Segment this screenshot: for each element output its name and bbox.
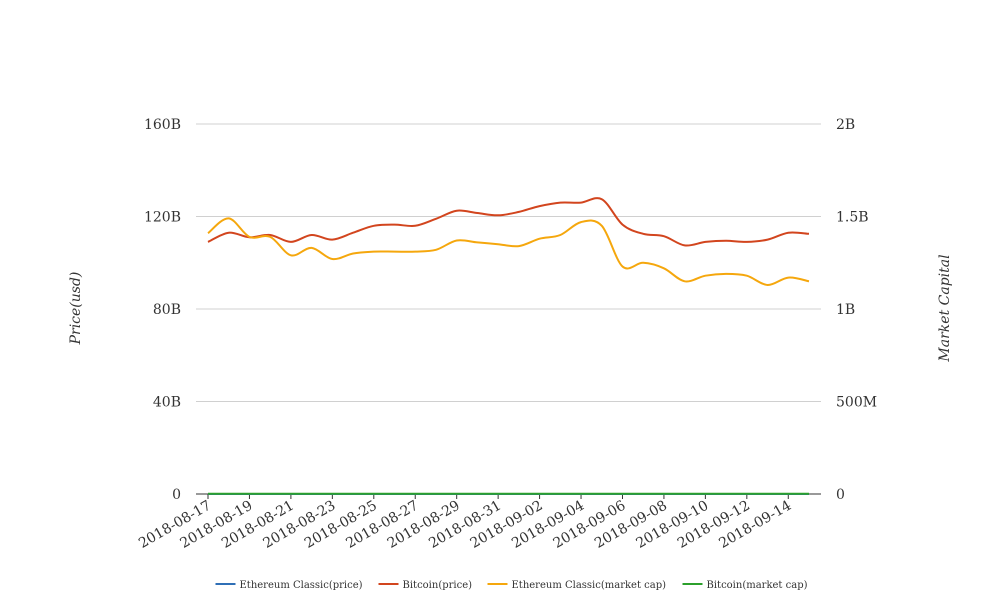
y2-tick-label: 2B bbox=[836, 117, 855, 133]
y-tick-label: 40B bbox=[153, 395, 181, 411]
legend-label: Ethereum Classic(market cap) bbox=[512, 580, 667, 591]
right-y-axis: 0 500M 1B 1.5B 2B bbox=[836, 117, 877, 503]
ethereum-classic-market-cap-line bbox=[207, 217, 810, 286]
y2-tick-label: 1B bbox=[836, 302, 855, 318]
left-y-axis: 0 40B 80B 120B 160B bbox=[144, 117, 181, 503]
y-tick-label: 0 bbox=[172, 487, 181, 503]
series-lines bbox=[207, 197, 810, 495]
left-y-axis-title: Price(usd) bbox=[68, 272, 84, 346]
legend-label: Bitcoin(market cap) bbox=[707, 580, 808, 591]
gridlines bbox=[196, 123, 821, 402]
y-tick-label: 160B bbox=[144, 117, 181, 133]
y2-tick-label: 1.5B bbox=[836, 210, 869, 226]
y2-tick-label: 0 bbox=[836, 487, 845, 503]
y-tick-label: 80B bbox=[153, 302, 181, 318]
right-y-axis-title: Market Capital bbox=[937, 254, 953, 362]
legend-label: Bitcoin(price) bbox=[403, 580, 473, 591]
y-tick-label: 120B bbox=[144, 210, 181, 226]
y2-tick-label: 500M bbox=[836, 395, 877, 411]
bitcoin-price-line bbox=[207, 197, 810, 247]
legend-label: Ethereum Classic(price) bbox=[240, 580, 363, 591]
legend: Ethereum Classic(price) Bitcoin(price) Eth… bbox=[215, 580, 808, 591]
x-axis: 2018-08-172018-08-192018-08-212018-08-23… bbox=[136, 493, 821, 552]
